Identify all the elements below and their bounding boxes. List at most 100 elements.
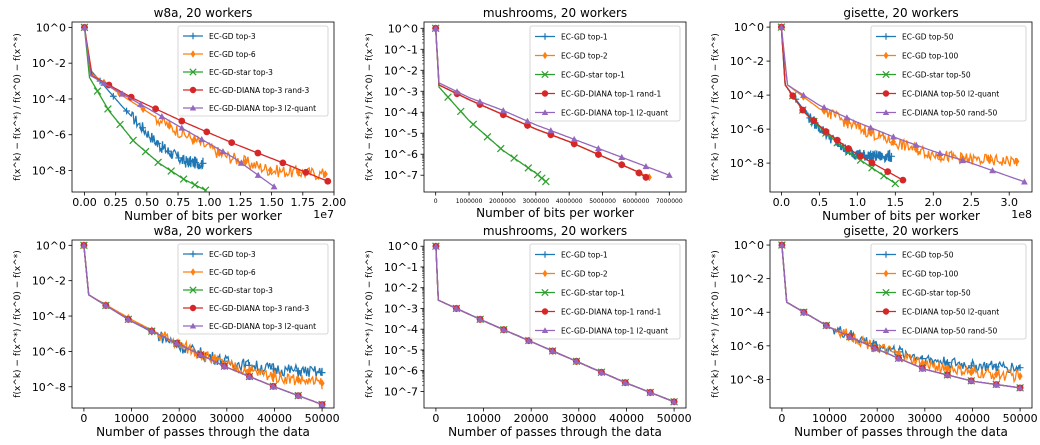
- y-tick-label: 10^-6: [32, 129, 66, 142]
- legend-box: [529, 243, 681, 340]
- y-tick-label: 10^-8: [32, 165, 66, 178]
- marker-plus: [1016, 364, 1024, 372]
- marker-triangle: [269, 382, 277, 390]
- marker-x: [116, 120, 124, 129]
- marker-circle: [178, 117, 186, 125]
- y-tick-label: 10^-4: [32, 310, 66, 323]
- x-tick-label: 10000: [812, 412, 847, 425]
- x-tick-label: 0.25: [103, 196, 128, 209]
- plot-area: [432, 242, 678, 406]
- marker-diamond: [542, 51, 548, 60]
- y-tick-label: 10^-2: [730, 273, 764, 286]
- marker-triangle: [499, 107, 507, 114]
- marker-x: [456, 107, 465, 116]
- marker-triangle: [871, 344, 879, 351]
- marker-x: [469, 120, 478, 129]
- marker-plus: [878, 152, 886, 160]
- y-tick-label: 10^-6: [32, 345, 66, 358]
- marker-diamond: [191, 135, 197, 144]
- x-tick-label: 2.0: [925, 196, 943, 209]
- x-tick-label: 0.5: [811, 196, 829, 209]
- marker-triangle: [525, 337, 533, 344]
- legend-entry: EC-GD-DIANA top-3 rand-3: [183, 86, 310, 95]
- chart-panel-6: gisette, 20 workers 0 10000 20000 30000 40000…: [711, 224, 1038, 439]
- marker-circle: [228, 139, 236, 147]
- marker-triangle: [100, 79, 108, 86]
- marker-triangle: [570, 135, 578, 143]
- y-tick-label: 10^-1: [384, 261, 418, 274]
- marker-triangle: [173, 339, 181, 346]
- x-tick-label: 0: [434, 198, 438, 205]
- marker-circle: [845, 145, 852, 153]
- marker-circle: [642, 173, 650, 181]
- marker-triangle: [670, 398, 678, 405]
- marker-circle: [152, 105, 159, 113]
- x-tick-label: 0.75: [166, 196, 191, 209]
- marker-circle: [541, 308, 549, 315]
- x-tick-label: 0.50: [135, 196, 160, 209]
- legend-label: EC-GD top-6: [209, 268, 256, 277]
- marker-diamond: [944, 364, 950, 373]
- y-axis-label-text: f(x^k) − f(x^*) / f(x^0) − f(x^*): [365, 250, 375, 397]
- legend-label: EC-GD-star top-3: [209, 286, 273, 295]
- legend-entry: EC-GD top-1: [535, 33, 608, 42]
- chart-title: gisette, 20 workers: [843, 6, 958, 20]
- marker-triangle: [777, 23, 785, 30]
- marker-diamond: [1014, 157, 1020, 166]
- y-tick-label: 10^-8: [32, 381, 66, 394]
- marker-plus: [189, 250, 197, 258]
- legend: EC-GD top-3 EC-GD top-6 EC-GD-star top-3 EC…: [177, 25, 329, 117]
- marker-diamond: [190, 268, 196, 276]
- marker-diamond: [242, 158, 248, 166]
- marker-triangle: [294, 392, 302, 399]
- y-tick-label: 10^-8: [730, 373, 764, 386]
- legend: EC-GD top-50 EC-GD top-100 EC-GD-star top-…: [870, 25, 1027, 122]
- marker-plus: [882, 33, 890, 40]
- marker-triangle: [642, 162, 650, 170]
- marker-triangle: [778, 241, 786, 248]
- chart-panel-1: w8a, 20 workers 0.00 0.25 0.50 0.75 1.00 1.25 1…: [13, 6, 346, 223]
- marker-triangle: [936, 149, 944, 157]
- legend-label: EC-DIANA top-50 rand-50: [902, 327, 998, 336]
- marker-x: [189, 286, 197, 294]
- marker-plus: [318, 369, 326, 377]
- marker-diamond: [319, 379, 325, 388]
- y-tick-label: 10^-2: [384, 282, 418, 295]
- legend-entry: EC-GD-DIANA top-1 rand-1: [535, 308, 662, 317]
- legend-entry: EC-GD-star top-3: [183, 286, 273, 295]
- legend-entry: EC-GD-DIANA top-3 l2-quant: [183, 322, 316, 331]
- marker-x: [444, 93, 452, 101]
- y-tick-label: 10^-5: [384, 344, 418, 357]
- marker-triangle: [237, 159, 245, 166]
- marker-diamond: [890, 138, 896, 146]
- marker-triangle: [919, 364, 926, 372]
- marker-circle: [833, 136, 841, 144]
- legend-entry: EC-GD-DIANA top-1 l2-quant: [535, 109, 668, 118]
- legend-box: [177, 25, 329, 117]
- x-tick-label: 3000000: [522, 198, 549, 205]
- x-tick-label: 2000000: [489, 198, 516, 205]
- marker-triangle: [594, 145, 602, 152]
- marker-triangle: [989, 167, 996, 174]
- x-offset-label: 1e7: [313, 208, 334, 221]
- marker-triangle: [882, 327, 890, 334]
- x-tick-label: 7000000: [656, 198, 683, 205]
- x-tick-label: 3.0: [1000, 196, 1018, 209]
- legend-entry: EC-GD top-50: [876, 33, 954, 42]
- marker-x: [891, 179, 900, 188]
- legend-label: EC-GD-DIANA top-1 l2-quant: [561, 327, 668, 336]
- x-tick-label: 1.25: [228, 196, 253, 209]
- y-axis-label: f(x^k) − f(x^*) / f(x^0) − f(x^*): [711, 33, 721, 180]
- legend-label: EC-GD-star top-50: [902, 289, 971, 298]
- marker-plus: [888, 152, 895, 160]
- legend-label: EC-DIANA top-50 l2-quant: [902, 90, 999, 99]
- legend-label: EC-DIANA top-50 l2-quant: [902, 308, 999, 317]
- marker-plus: [154, 140, 161, 147]
- marker-plus: [175, 154, 183, 162]
- series-line: [435, 28, 547, 182]
- marker-diamond: [993, 370, 999, 379]
- marker-triangle: [221, 362, 228, 369]
- y-tick-label: 10^-6: [384, 365, 418, 378]
- marker-x: [201, 186, 210, 192]
- y-tick-label: 10^-2: [730, 55, 764, 68]
